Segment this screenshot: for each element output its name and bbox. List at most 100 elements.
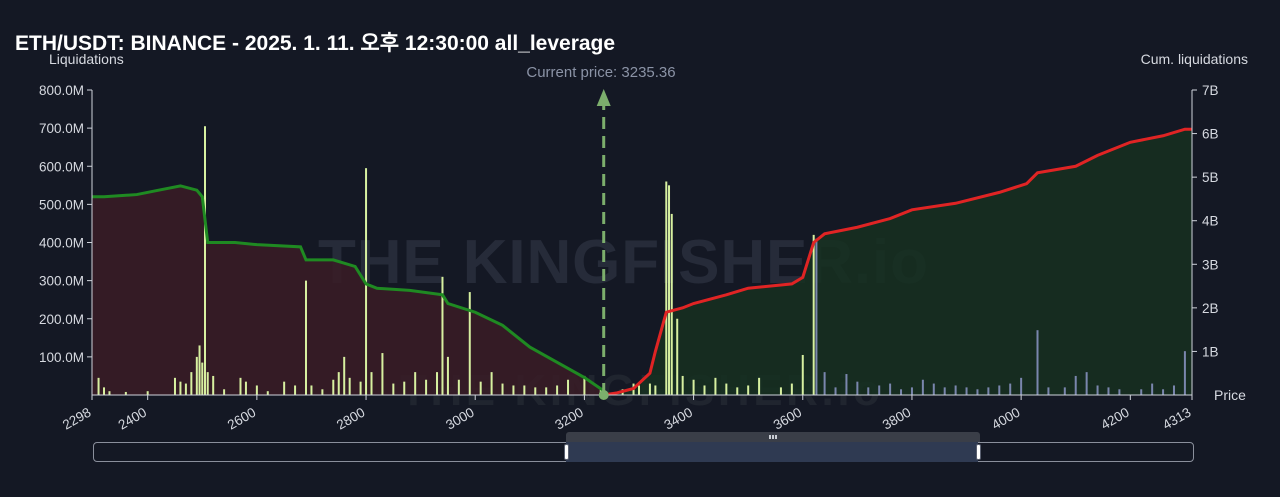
liquidation-bar — [184, 383, 187, 395]
liquidation-bar — [124, 391, 127, 395]
liquidation-bar — [637, 385, 640, 395]
y-tick-label: 700.0M — [39, 121, 84, 136]
liquidation-bar — [976, 389, 979, 395]
liquidation-bar — [758, 377, 761, 395]
liquidation-bar — [446, 356, 449, 395]
chart-title: ETH/USDT: BINANCE - 2025. 1. 11. 오후 12:3… — [15, 32, 616, 55]
liquidation-bar — [932, 383, 935, 395]
liquidation-bar — [457, 379, 460, 395]
liquidation-bar — [479, 381, 482, 395]
liquidation-bar — [681, 375, 684, 395]
liquidation-bar — [321, 389, 324, 395]
zoom-handle-left[interactable] — [564, 444, 569, 460]
liquidation-bar — [567, 379, 570, 395]
liquidation-bar — [747, 385, 750, 395]
liquidation-bar — [725, 383, 728, 395]
liquidation-bar — [815, 238, 818, 395]
liquidation-bar — [736, 387, 739, 395]
y2-tick-label: 1B — [1202, 344, 1219, 359]
y2-tick-label: 5B — [1202, 170, 1219, 185]
liquidation-bar — [403, 381, 406, 395]
liquidation-bar — [845, 374, 848, 395]
x-tick-label: 2400 — [116, 405, 150, 433]
liquidation-bar — [190, 372, 193, 395]
liquidation-bar — [1140, 389, 1143, 395]
liquidation-bar — [1172, 385, 1175, 395]
liquidation-bar — [468, 292, 471, 395]
liquidation-bar — [1151, 383, 1154, 395]
grip-icon[interactable] — [769, 435, 771, 439]
liquidation-bar — [414, 372, 417, 395]
y-tick-label: 100.0M — [39, 350, 84, 365]
liquidation-bar — [1096, 385, 1099, 395]
zoom-handle-right[interactable] — [976, 444, 981, 460]
y2-tick-label: 4B — [1202, 214, 1219, 229]
liquidation-bar — [668, 185, 671, 395]
liquidation-bar — [670, 213, 673, 395]
y-tick-label: 800.0M — [39, 83, 84, 98]
liquidation-bar — [348, 377, 351, 395]
liquidation-bar — [1047, 387, 1050, 395]
y2-tick-label: 2B — [1202, 301, 1219, 316]
liquidation-bar — [97, 377, 100, 395]
liquidation-bar — [1107, 387, 1110, 395]
liquidation-bar — [654, 385, 657, 395]
liquidation-bar — [545, 387, 548, 395]
liquidation-bar — [1036, 330, 1039, 395]
liquidation-bar — [195, 356, 198, 395]
liquidation-bar — [204, 126, 207, 395]
liquidation-bar — [283, 381, 286, 395]
liquidation-bar — [332, 379, 335, 395]
liquidation-bar — [703, 385, 706, 395]
liquidation-bar — [425, 379, 428, 395]
y-axis-label: Liquidations — [49, 51, 124, 67]
liquidation-bar — [266, 391, 269, 395]
liquidation-bar — [900, 389, 903, 395]
current-price-marker — [596, 89, 611, 400]
liquidation-bar — [108, 391, 111, 395]
cumulative-fills — [92, 129, 1192, 395]
liquidation-bar — [534, 387, 537, 395]
y-tick-label: 400.0M — [39, 236, 84, 251]
y-tick-label: 500.0M — [39, 197, 84, 212]
x-tick-label: 2298 — [60, 405, 94, 433]
liquidation-bar — [343, 356, 346, 395]
long-cum-line — [92, 184, 605, 392]
liquidation-bar — [1162, 389, 1165, 395]
y-tick-label: 200.0M — [39, 312, 84, 327]
long-fill-area — [92, 185, 604, 395]
liquidation-bar — [201, 362, 204, 395]
zoom-window[interactable] — [566, 442, 978, 462]
cumulative-lines — [92, 127, 1192, 397]
liquidation-bar — [512, 385, 515, 395]
current-price-label: Current price: 3235.36 — [526, 64, 675, 81]
liquidation-bar — [790, 383, 793, 395]
x-tick-label: 4200 — [1098, 405, 1132, 433]
liquidation-bar — [801, 354, 804, 395]
liquidation-bar — [370, 372, 373, 395]
y2-tick-label: 7B — [1202, 83, 1219, 98]
liquidation-bar — [490, 372, 493, 395]
liquidation-bar — [239, 377, 242, 395]
grip-icon[interactable] — [772, 435, 774, 439]
liquidation-bar — [304, 280, 307, 395]
liquidation-bar — [381, 353, 384, 395]
liquidation-bar — [198, 345, 201, 395]
y2-tick-label: 6B — [1202, 127, 1219, 142]
liquidation-bar — [223, 389, 226, 395]
grip-icon[interactable] — [775, 435, 777, 439]
liquidation-bar — [1118, 389, 1121, 395]
liquidation-bar — [337, 372, 340, 395]
y-tick-label: 600.0M — [39, 159, 84, 174]
x-tick-label: 4313 — [1160, 405, 1194, 433]
x-tick-label: 2600 — [225, 405, 259, 433]
y2-tick-label: 3B — [1202, 257, 1219, 272]
liquidation-bar — [1009, 383, 1012, 395]
liquidation-bar — [392, 383, 395, 395]
liquidation-bar — [943, 387, 946, 395]
liquidation-bar — [1074, 375, 1077, 395]
liquidation-bar — [954, 385, 957, 395]
short-fill-area — [603, 129, 1192, 395]
liquidation-bar — [1085, 372, 1088, 395]
